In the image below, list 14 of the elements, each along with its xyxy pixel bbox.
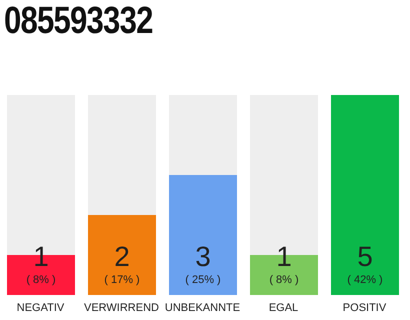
chart-title: 085593332 bbox=[4, 0, 153, 43]
annotation: ( 42% ) bbox=[347, 274, 383, 286]
x-tick-label: UNBEKANNTE bbox=[164, 302, 240, 314]
annotation: ( 8% ) bbox=[269, 274, 299, 286]
x-tick-label: VERWIRREND bbox=[84, 302, 160, 314]
data-label: 2 bbox=[114, 241, 130, 272]
x-tick-label: NEGATIV bbox=[16, 302, 65, 314]
data-label: 3 bbox=[195, 241, 211, 272]
annotation: ( 8% ) bbox=[26, 274, 56, 286]
annotation: ( 25% ) bbox=[185, 274, 221, 286]
annotation: ( 17% ) bbox=[104, 274, 140, 286]
x-tick-label: POSITIV bbox=[342, 302, 387, 314]
data-label: 5 bbox=[357, 241, 373, 272]
x-tick-label: EGAL bbox=[268, 302, 298, 314]
